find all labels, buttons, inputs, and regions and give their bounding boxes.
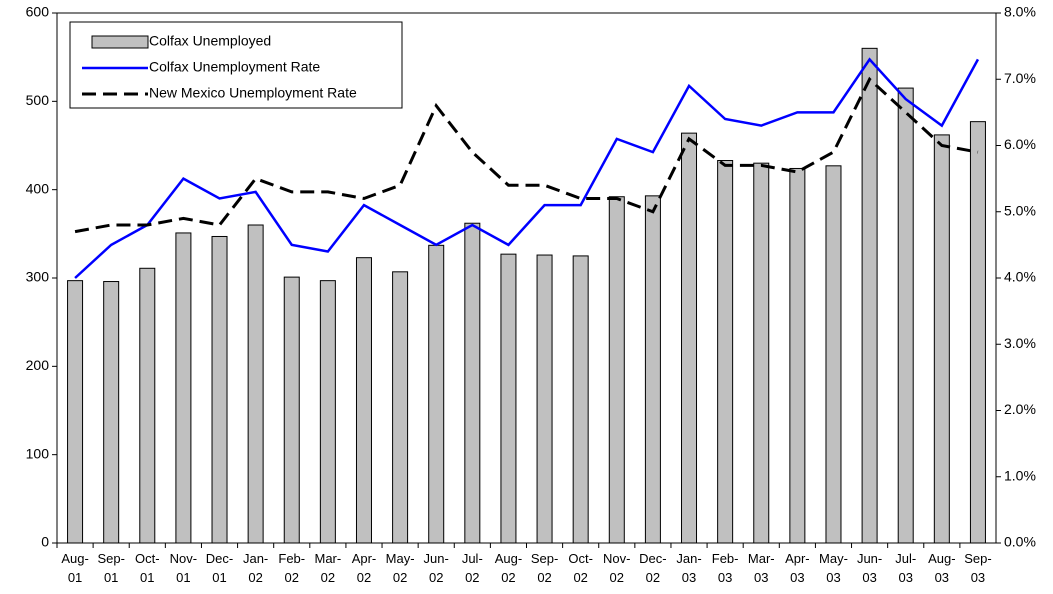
bar <box>319 280 336 544</box>
x-tick-label: Jun-03 <box>856 551 883 585</box>
x-tick-label: Aug-02 <box>494 551 523 585</box>
x-tick-label: May-02 <box>385 551 415 585</box>
x-tick-label: Jun-02 <box>423 551 449 585</box>
x-tick-label: Jul-03 <box>895 551 917 585</box>
x-tick-label: Oct-02 <box>568 551 593 585</box>
bar <box>969 121 986 544</box>
bar <box>67 280 84 544</box>
x-tick-label: Jan-02 <box>242 551 269 585</box>
bar <box>536 254 553 544</box>
bar <box>175 232 192 544</box>
y-tick-label: 100 <box>26 445 50 461</box>
bar <box>500 253 517 544</box>
y2-tick-label: 7.0% <box>1004 70 1036 86</box>
y-tick-label: 0 <box>41 534 49 550</box>
x-tick-label: Dec-02 <box>639 551 667 585</box>
bar <box>428 244 445 544</box>
y2-tick-label: 1.0% <box>1004 467 1036 483</box>
y2-tick-label: 4.0% <box>1004 269 1036 285</box>
bar <box>717 160 734 544</box>
x-tick-label: Sep-01 <box>97 551 125 585</box>
bar <box>355 257 372 544</box>
bar <box>933 134 950 544</box>
bar <box>247 224 264 544</box>
x-tick-label: Sep-02 <box>530 551 559 585</box>
line <box>74 76 979 234</box>
bar <box>861 47 878 544</box>
x-tick-label: Nov-01 <box>169 551 198 585</box>
x-tick-label: May-03 <box>819 551 848 585</box>
x-tick-label: Oct-01 <box>135 551 160 585</box>
bar <box>681 132 698 544</box>
bar <box>825 165 842 544</box>
legend-label: Colfax Unemployed <box>149 33 271 49</box>
y2-tick-label: 0.0% <box>1004 534 1036 550</box>
x-tick-label: Jul-02 <box>461 551 483 585</box>
bar <box>211 235 228 544</box>
bar <box>897 87 914 544</box>
y-tick-label: 300 <box>26 269 50 285</box>
bar <box>392 271 409 544</box>
line <box>74 57 980 279</box>
x-tick-label: Apr-02 <box>351 551 377 585</box>
x-tick-label: Sep-03 <box>964 551 992 585</box>
legend-label: Colfax Unemployment Rate <box>149 59 320 75</box>
x-tick-label: Apr-03 <box>785 551 810 585</box>
x-tick-label: Jan-03 <box>676 551 702 585</box>
x-tick-label: Aug-01 <box>61 551 89 585</box>
bar <box>572 255 589 544</box>
bar <box>283 276 300 544</box>
bar <box>464 222 481 544</box>
x-tick-label: Mar-02 <box>314 551 342 585</box>
legend-swatch <box>91 35 149 49</box>
y-tick-label: 200 <box>26 357 50 373</box>
bar <box>608 196 625 544</box>
y-tick-label: 600 <box>26 4 50 20</box>
y2-tick-label: 6.0% <box>1004 136 1036 152</box>
bar <box>139 267 156 544</box>
bar <box>644 195 661 544</box>
x-tick-label: Nov-02 <box>603 551 631 585</box>
x-tick-label: Aug-03 <box>928 551 956 585</box>
bar <box>789 167 806 544</box>
y2-tick-label: 2.0% <box>1004 401 1036 417</box>
x-tick-label: Mar-03 <box>747 551 775 585</box>
x-tick-label: Dec-01 <box>205 551 234 585</box>
y-tick-label: 400 <box>26 180 50 196</box>
bar <box>103 281 120 544</box>
y2-tick-label: 3.0% <box>1004 335 1036 351</box>
y-tick-label: 500 <box>26 92 50 108</box>
bar <box>753 162 770 544</box>
y2-tick-label: 5.0% <box>1004 202 1036 218</box>
x-tick-label: Feb-02 <box>278 551 306 585</box>
legend-label: New Mexico Unemployment Rate <box>149 85 357 101</box>
x-tick-label: Feb-03 <box>711 551 739 585</box>
y2-tick-label: 8.0% <box>1004 4 1036 20</box>
